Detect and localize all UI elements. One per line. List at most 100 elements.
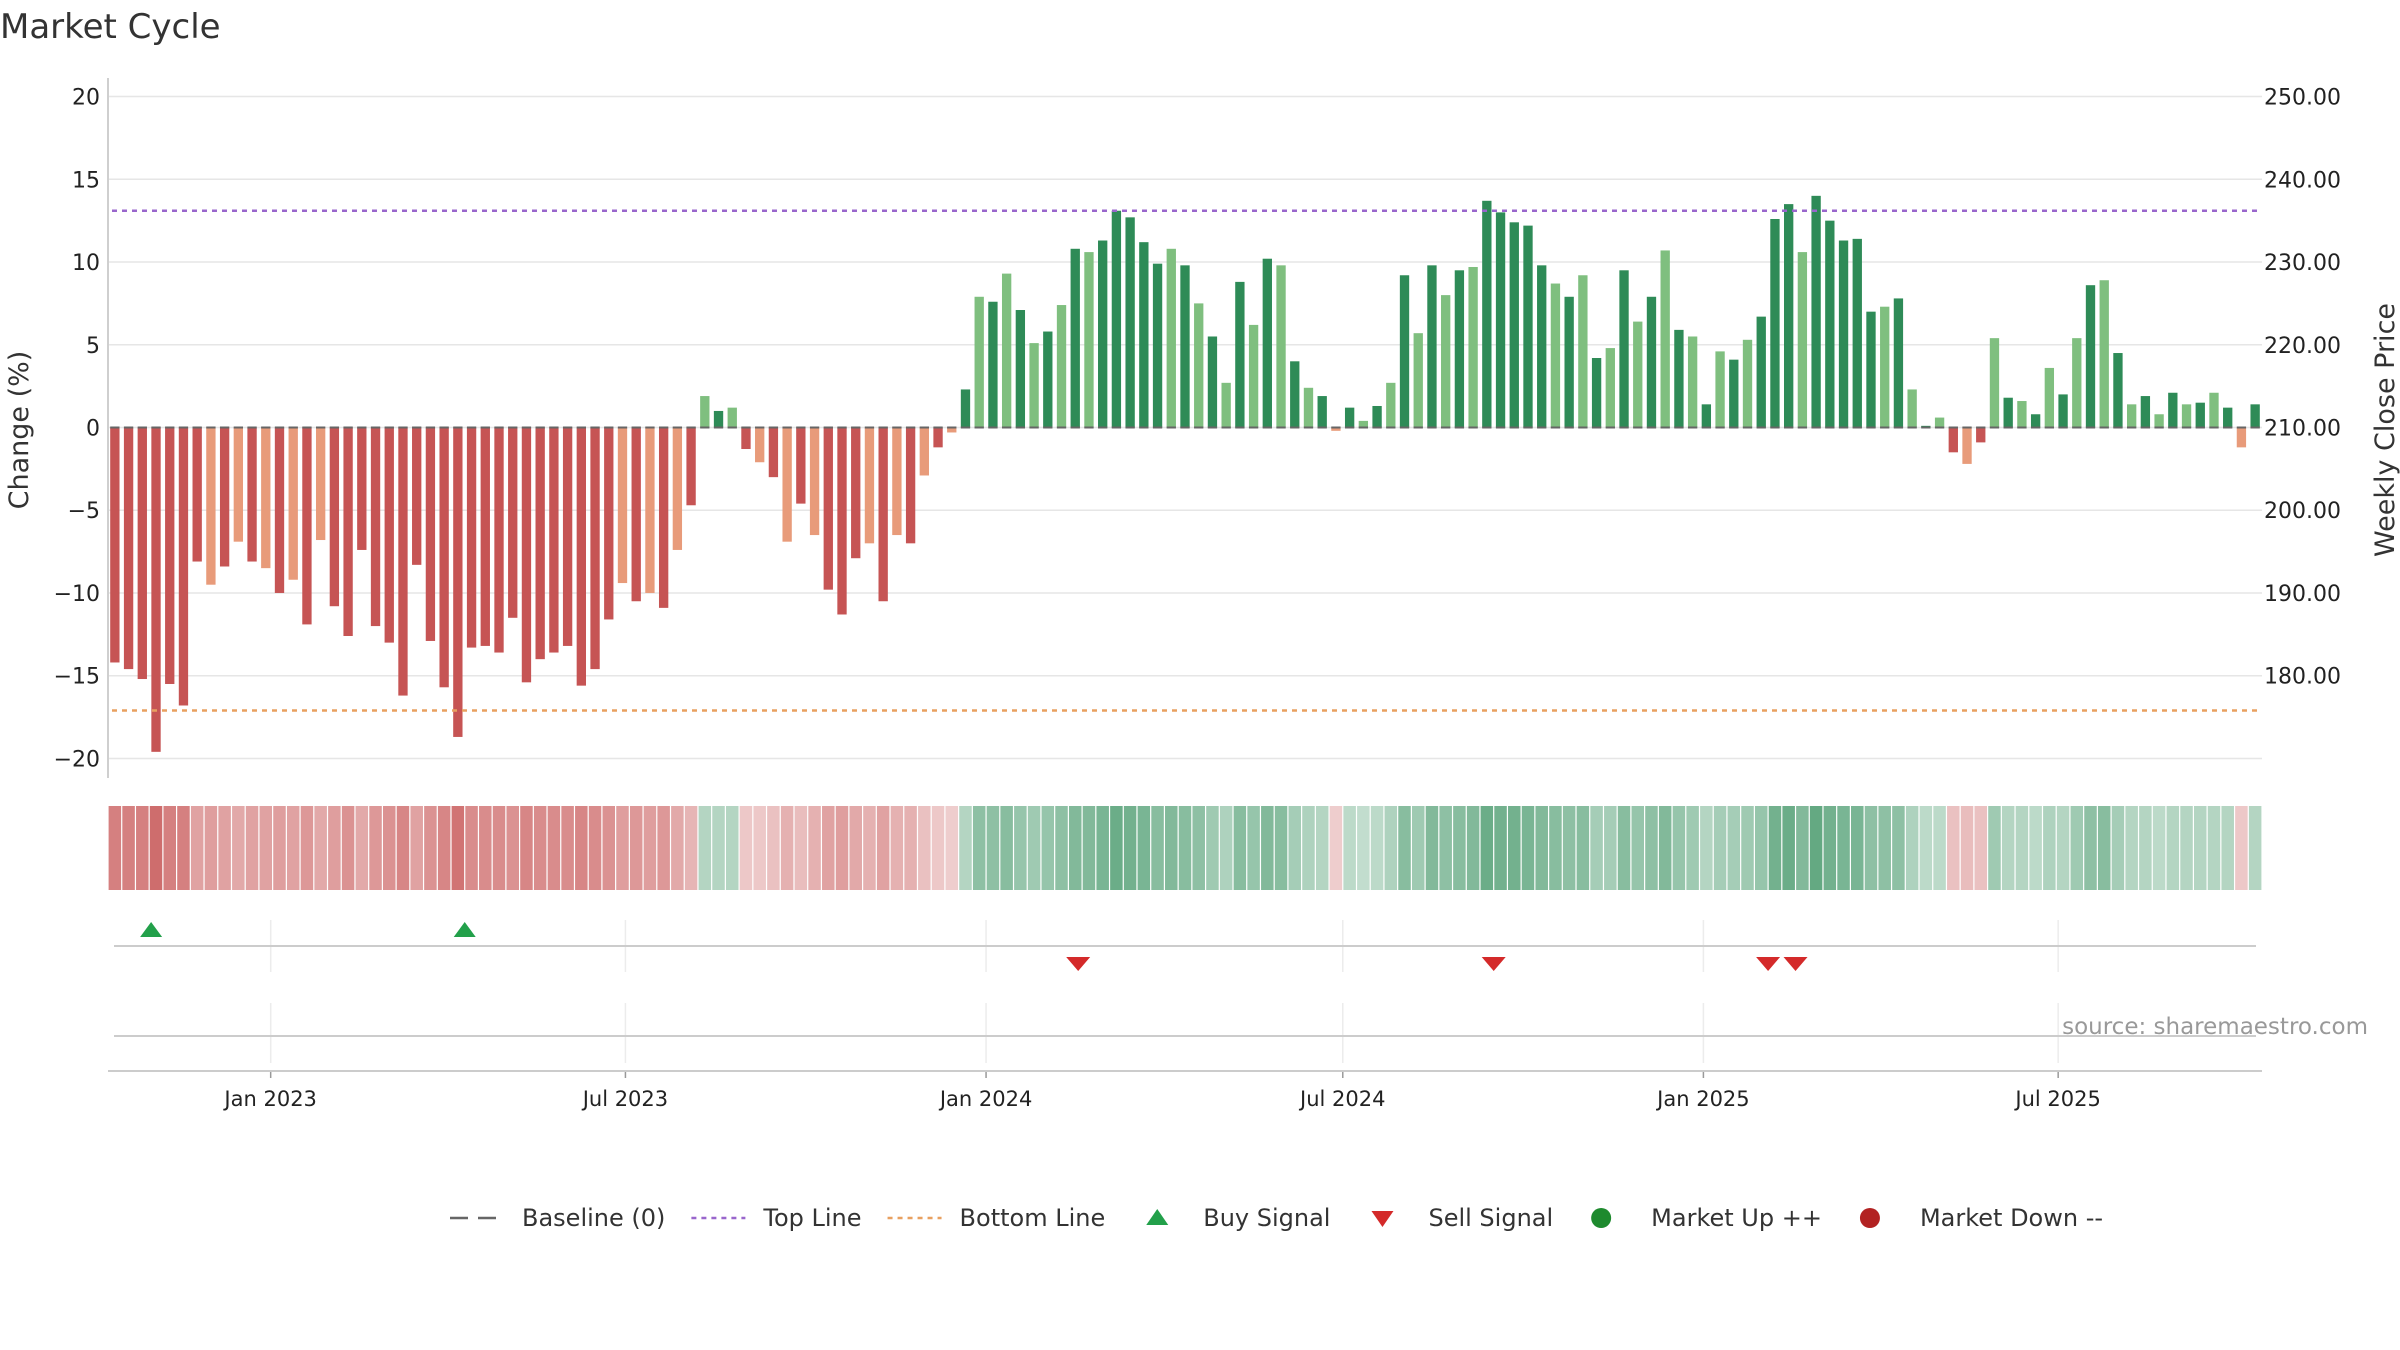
bar: [1962, 427, 1972, 464]
legend-label: Market Down --: [1920, 1204, 2103, 1232]
strength-cell: [1247, 806, 1260, 890]
y-tick-right: 220.00: [2264, 334, 2341, 359]
strength-cell: [835, 806, 849, 890]
bar: [1221, 382, 1231, 428]
strength-cell: [629, 806, 643, 890]
bar: [1207, 336, 1218, 428]
bar: [2154, 414, 2164, 428]
bar: [1537, 265, 1547, 428]
bar: [1482, 200, 1492, 428]
strength-cell: [725, 806, 739, 890]
bar: [1495, 212, 1506, 428]
y-axis-right-label: Weekly Close Price: [2370, 303, 2400, 557]
strength-cell: [328, 806, 341, 890]
strength-cell: [1096, 806, 1109, 890]
strength-cell: [1960, 806, 1974, 890]
bar: [1454, 270, 1465, 428]
bar: [823, 427, 833, 590]
legend-label: Buy Signal: [1203, 1204, 1330, 1232]
bar: [2223, 407, 2233, 428]
strength-cell: [369, 806, 382, 890]
strength-cell: [1165, 806, 1178, 890]
bar: [1674, 329, 1684, 428]
strength-cell: [204, 806, 218, 890]
y-tick-right: 180.00: [2264, 665, 2341, 690]
legend-item-buy: Buy Signal: [1146, 1204, 1330, 1232]
strength-cell: [931, 806, 945, 890]
x-tick-label: Jul 2023: [581, 1087, 668, 1111]
bar: [1770, 219, 1780, 428]
strength-cell: [753, 806, 766, 890]
strength-cell: [1508, 806, 1521, 890]
strength-cell: [506, 806, 519, 890]
strength-cell: [767, 806, 780, 890]
bar: [1152, 263, 1163, 428]
strength-cell: [1988, 806, 2001, 890]
legend-item-top: Top Line: [691, 1204, 862, 1232]
bar: [851, 427, 861, 559]
strength-cell: [684, 806, 698, 890]
y-tick-left: −15: [54, 665, 100, 690]
strength-cell: [1864, 806, 1878, 890]
strength-cell: [341, 806, 355, 890]
chart-title: Market Cycle: [0, 7, 221, 47]
bar: [809, 427, 820, 536]
legend: Baseline (0) Top Line Bottom Line Buy Signa…: [450, 1204, 2103, 1232]
bar: [727, 407, 737, 428]
strength-cell: [1590, 806, 1603, 890]
bar: [1248, 324, 1259, 428]
legend-item-baseline: Baseline (0): [450, 1204, 665, 1232]
strength-cell: [849, 806, 862, 890]
y-tick-left: −10: [54, 582, 100, 607]
bar: [741, 427, 751, 450]
strength-cell: [1878, 806, 1891, 890]
strength-cell: [2097, 806, 2111, 890]
axes: 20 250.00 15 240.00 10 230.00 5 220.00 0 210.00 −5…: [54, 78, 2341, 1111]
strength-cell: [424, 806, 437, 890]
sell-signal-marker: [1066, 957, 1091, 971]
strength-cell: [1137, 806, 1151, 890]
signal-strip: [114, 920, 2256, 1063]
bar: [439, 427, 449, 688]
bar: [1784, 204, 1794, 428]
bar: [2003, 397, 2013, 428]
bar: [2017, 401, 2027, 428]
x-tick-label: Jul 2024: [1298, 1087, 1385, 1111]
strength-cell: [1892, 806, 1905, 890]
bar: [302, 427, 312, 625]
bar: [768, 427, 779, 478]
bar: [1948, 427, 1958, 453]
bar: [2099, 280, 2109, 428]
bar: [494, 427, 504, 653]
bar: [1372, 405, 1382, 428]
bar: [2195, 402, 2205, 428]
strength-cell: [1219, 806, 1233, 890]
y-axis-left-label: Change (%): [4, 351, 35, 510]
bar: [1578, 275, 1588, 428]
bar: [1276, 265, 1286, 428]
strength-cell: [1672, 806, 1686, 890]
bar: [878, 427, 888, 602]
strength-cell: [355, 806, 369, 890]
legend-item-bottom: Bottom Line: [887, 1204, 1105, 1232]
bar: [1633, 321, 1643, 428]
y-tick-right: 190.00: [2264, 582, 2341, 607]
bar: [1317, 396, 1327, 428]
strength-cell: [1782, 806, 1795, 890]
bar: [1331, 427, 1341, 431]
strength-cell: [1480, 806, 1494, 890]
bar: [960, 389, 971, 428]
strength-cell: [1027, 806, 1041, 890]
bar: [1989, 338, 2000, 428]
bar: [1468, 266, 1478, 428]
strength-cell: [1261, 806, 1274, 890]
strength-cell: [1823, 806, 1837, 890]
bar: [384, 427, 394, 643]
strength-cell: [1631, 806, 1645, 890]
x-tick-label: Jan 2024: [938, 1087, 1033, 1111]
bar: [2168, 392, 2178, 428]
y-tick-left: 5: [86, 334, 100, 359]
bar: [1646, 296, 1657, 428]
strength-cell: [2221, 806, 2234, 890]
